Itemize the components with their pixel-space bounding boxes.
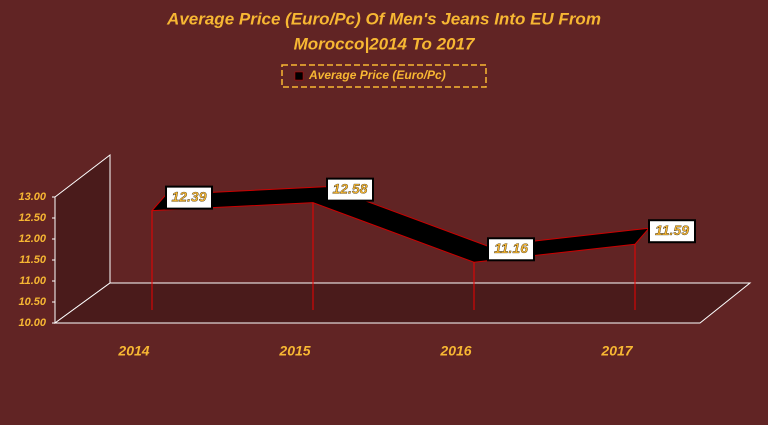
y-tick-label: 12.50 xyxy=(18,212,46,224)
data-label: 11.16 xyxy=(494,240,528,256)
x-tick-label: 2014 xyxy=(117,343,149,359)
y-tick-label: 11.50 xyxy=(19,254,47,266)
x-tick-label: 2015 xyxy=(278,343,310,359)
y-tick-label: 11.00 xyxy=(19,275,47,287)
y-tick-label: 10.00 xyxy=(18,317,46,329)
data-label-box xyxy=(165,185,213,210)
data-label: 12.39 xyxy=(171,188,206,204)
legend-label: Average Price (Euro/Pc) xyxy=(308,68,446,82)
data-label: 12.58 xyxy=(332,180,367,196)
y-tick-label: 10.50 xyxy=(18,296,46,308)
data-label-box xyxy=(487,237,535,262)
y-tick-label: 12.00 xyxy=(18,233,46,245)
floor xyxy=(53,282,752,324)
x-tick-label: 2016 xyxy=(439,343,471,359)
legend-marker xyxy=(294,71,304,81)
chart-title: Morocco|2014 To 2017 xyxy=(294,34,476,53)
data-label-box xyxy=(326,177,374,202)
data-label-box xyxy=(648,219,696,244)
y-tick-label: 13.00 xyxy=(18,191,46,203)
legend-box xyxy=(281,64,487,88)
chart-title: Average Price (Euro/Pc) Of Men's Jeans I… xyxy=(166,9,601,28)
x-tick-label: 2017 xyxy=(600,343,633,359)
data-label: 11.59 xyxy=(655,222,689,238)
